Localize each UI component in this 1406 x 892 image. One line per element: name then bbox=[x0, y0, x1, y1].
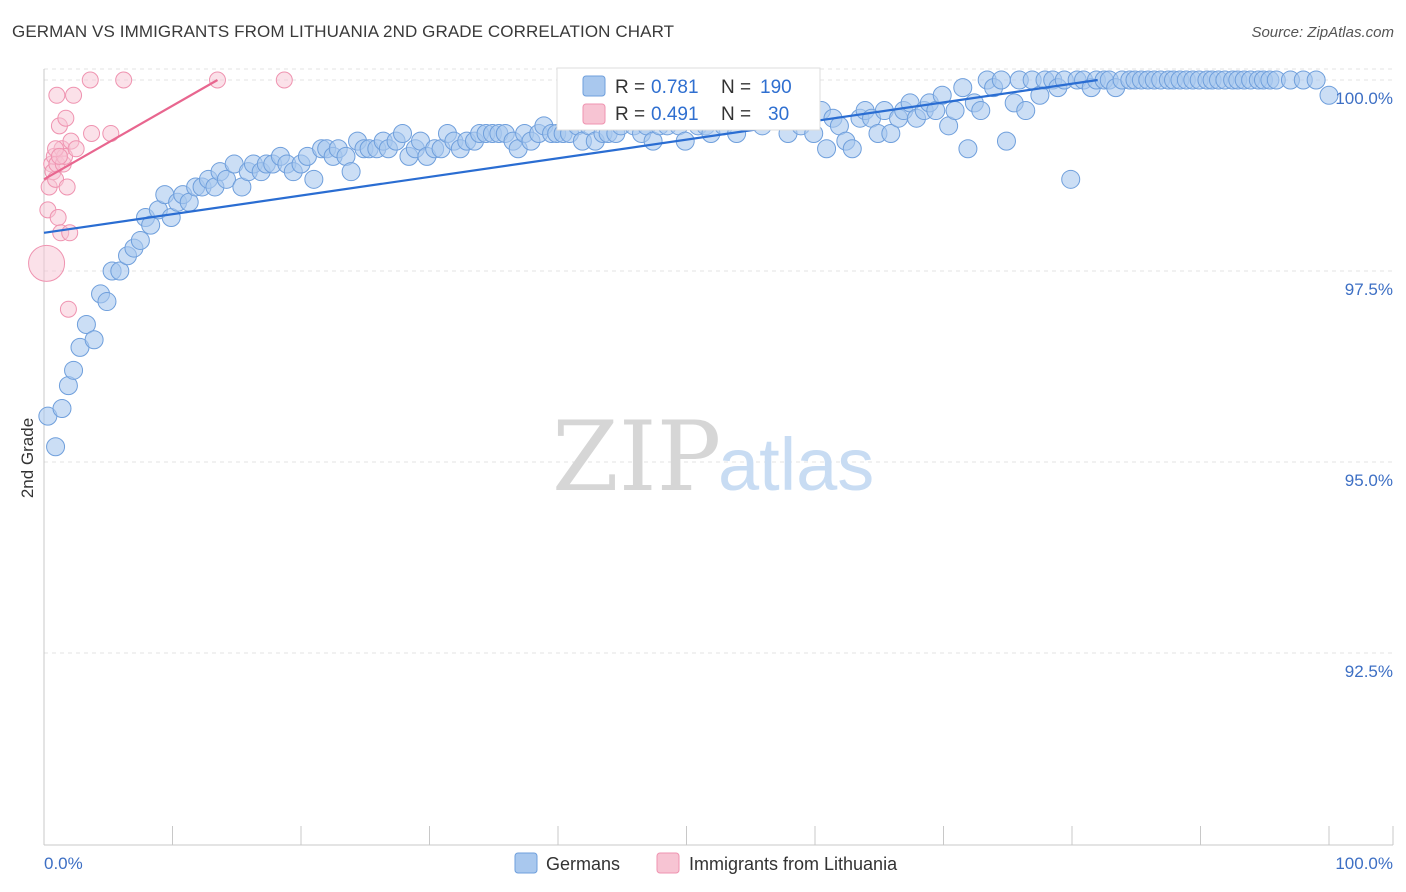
lithuania-point bbox=[275, 71, 293, 89]
germans-point bbox=[881, 123, 901, 143]
stats-pink-n-value: 30 bbox=[768, 104, 789, 125]
lithuania-point bbox=[50, 147, 68, 165]
lithuania-point bbox=[49, 209, 67, 227]
germans-point bbox=[84, 330, 104, 350]
x-tick-label-min: 0.0% bbox=[44, 854, 83, 873]
y-tick-label: 92.5% bbox=[1345, 662, 1393, 681]
germans-point bbox=[393, 123, 413, 143]
stats-blue-swatch bbox=[582, 75, 606, 97]
stats-pink-n-label: N = bbox=[721, 104, 751, 125]
germans-point bbox=[932, 85, 952, 105]
germans-point bbox=[842, 139, 862, 159]
chart-title: GERMAN VS IMMIGRANTS FROM LITHUANIA 2ND … bbox=[12, 22, 675, 41]
gridlines bbox=[44, 68, 1393, 654]
stats-blue-n-label: N = bbox=[721, 77, 751, 98]
lithuania-point bbox=[28, 244, 66, 282]
germans-point bbox=[945, 101, 965, 121]
stats-blue-r-label: R = bbox=[615, 77, 645, 98]
stats-pink-r-value: 0.491 bbox=[651, 104, 699, 125]
germans-point bbox=[46, 437, 66, 457]
lithuania-point bbox=[57, 109, 75, 127]
germans-point bbox=[76, 314, 96, 334]
germans-point bbox=[110, 261, 130, 281]
germans-point bbox=[130, 230, 150, 250]
watermark-zip: ZIP bbox=[552, 401, 721, 513]
legend-lithuania-swatch bbox=[656, 852, 680, 874]
germans-point bbox=[991, 70, 1011, 90]
lithuania-point bbox=[59, 300, 77, 318]
germans-point bbox=[304, 169, 324, 189]
watermark-atlas: atlas bbox=[718, 423, 874, 506]
germans-point bbox=[1306, 70, 1326, 90]
germans-point bbox=[953, 78, 973, 98]
x-axis-ticks bbox=[43, 826, 1394, 845]
lithuania-trend-line bbox=[43, 79, 219, 181]
germans-trend-line bbox=[43, 78, 1098, 234]
lithuania-point bbox=[48, 86, 66, 104]
germans-point bbox=[141, 215, 161, 235]
legend-germans-label: Germans bbox=[546, 854, 620, 874]
y-axis-label: 2nd Grade bbox=[18, 418, 37, 498]
lithuania-point bbox=[81, 71, 99, 89]
stats-blue-n-value: 190 bbox=[760, 77, 792, 98]
germans-point bbox=[1319, 85, 1339, 105]
legend-lithuania-label: Immigrants from Lithuania bbox=[689, 854, 898, 874]
y-tick-labels: 100.0% 97.5% 95.0% 92.5% bbox=[1335, 89, 1393, 681]
germans-point bbox=[996, 131, 1016, 151]
legend-germans-swatch bbox=[514, 852, 538, 874]
lithuania-point bbox=[65, 86, 83, 104]
stats-box: R = 0.781 N = 190 R = 0.491 N = 30 bbox=[556, 67, 821, 131]
germans-point bbox=[52, 399, 72, 419]
x-tick-label-max: 100.0% bbox=[1335, 854, 1393, 873]
trend-lines bbox=[43, 78, 1098, 234]
lithuania-point bbox=[67, 140, 85, 158]
axes bbox=[43, 69, 1393, 846]
germans-point bbox=[216, 169, 236, 189]
germans-point bbox=[1061, 169, 1081, 189]
y-tick-label: 95.0% bbox=[1345, 471, 1393, 490]
lithuania-point bbox=[58, 178, 76, 196]
germans-point bbox=[1016, 101, 1036, 121]
germans-point bbox=[97, 292, 117, 312]
y-tick-label: 97.5% bbox=[1345, 280, 1393, 299]
stats-pink-r-label: R = bbox=[615, 104, 645, 125]
germans-point bbox=[971, 101, 991, 121]
lithuania-point bbox=[115, 71, 133, 89]
germans-point bbox=[341, 162, 361, 182]
germans-point bbox=[958, 139, 978, 159]
source-label: Source: ZipAtlas.com bbox=[1251, 24, 1394, 41]
lithuania-point bbox=[83, 124, 101, 142]
legend: Germans Immigrants from Lithuania bbox=[514, 852, 898, 874]
y-tick-label: 100.0% bbox=[1335, 89, 1393, 108]
germans-point bbox=[817, 139, 837, 159]
stats-pink-swatch bbox=[582, 103, 606, 125]
stats-blue-r-value: 0.781 bbox=[651, 77, 699, 98]
germans-point bbox=[64, 360, 84, 380]
